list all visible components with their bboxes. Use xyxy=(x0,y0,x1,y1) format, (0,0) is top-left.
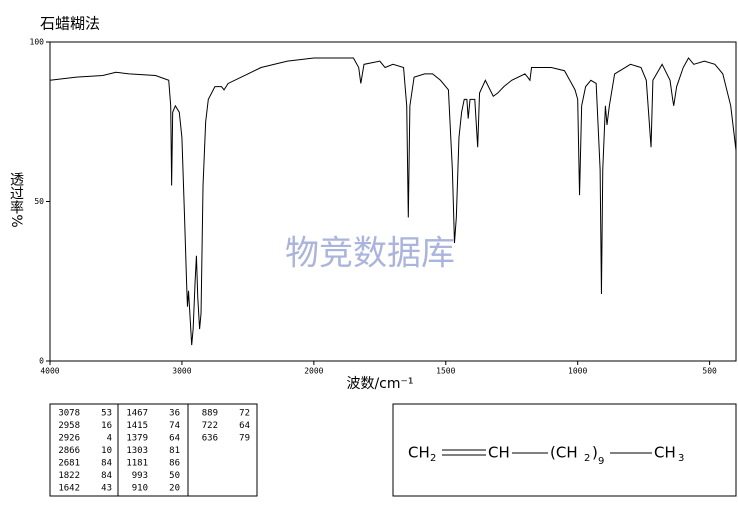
peak-transmittance: 43 xyxy=(101,484,112,494)
peak-transmittance: 50 xyxy=(169,471,180,481)
peak-wavenumber: 1181 xyxy=(126,459,148,469)
formula-part: CH xyxy=(408,444,430,462)
formula-part: 2 xyxy=(430,453,436,464)
peak-wavenumber: 636 xyxy=(202,434,218,444)
peak-wavenumber: 1415 xyxy=(126,421,148,431)
formula-part: 9 xyxy=(598,456,604,467)
formula-part: ) xyxy=(592,444,598,462)
peak-transmittance: 10 xyxy=(101,446,112,456)
x-tick-label: 500 xyxy=(702,367,717,376)
peak-transmittance: 86 xyxy=(169,459,180,469)
y-tick-label: 0 xyxy=(39,357,44,366)
watermark: 物竞数据库 xyxy=(285,234,455,274)
peak-wavenumber: 722 xyxy=(202,421,218,431)
formula-part: 3 xyxy=(678,453,684,464)
formula-part: 2 xyxy=(584,453,590,464)
x-tick-label: 1500 xyxy=(436,367,455,376)
peak-wavenumber: 1822 xyxy=(58,471,80,481)
formula-part: CH xyxy=(488,444,510,462)
peak-transmittance: 53 xyxy=(101,409,112,419)
peak-transmittance: 79 xyxy=(239,434,250,444)
peak-transmittance: 4 xyxy=(107,434,112,444)
peak-wavenumber: 910 xyxy=(132,484,148,494)
peak-wavenumber: 2926 xyxy=(58,434,80,444)
peak-transmittance: 72 xyxy=(239,409,250,419)
peak-wavenumber: 3078 xyxy=(58,409,80,419)
x-tick-label: 2000 xyxy=(304,367,323,376)
chart-title: 石蜡糊法 xyxy=(40,15,100,33)
formula-box xyxy=(392,403,737,497)
peak-wavenumber: 2958 xyxy=(58,421,80,431)
peak-transmittance: 20 xyxy=(169,484,180,494)
x-tick-label: 1000 xyxy=(568,367,587,376)
peak-table-box xyxy=(49,403,258,497)
peak-transmittance: 64 xyxy=(239,421,250,431)
y-axis-label: 透过率% xyxy=(8,172,24,227)
formula-part: (CH xyxy=(550,444,578,462)
peak-wavenumber: 889 xyxy=(202,409,218,419)
y-tick-label: 50 xyxy=(34,197,44,206)
x-axis-label: 波数/cm⁻¹ xyxy=(346,376,413,392)
x-tick-label: 3000 xyxy=(172,367,191,376)
x-tick-label: 4000 xyxy=(40,367,59,376)
peak-transmittance: 84 xyxy=(101,471,112,481)
peak-transmittance: 64 xyxy=(169,434,180,444)
peak-wavenumber: 2681 xyxy=(58,459,80,469)
y-tick-label: 100 xyxy=(30,38,45,47)
peak-transmittance: 74 xyxy=(169,421,180,431)
peak-wavenumber: 1379 xyxy=(126,434,148,444)
plot-frame xyxy=(49,41,737,362)
formula-part: CH xyxy=(654,444,676,462)
spectrum-line xyxy=(49,57,737,346)
peak-wavenumber: 1303 xyxy=(126,446,148,456)
peak-transmittance: 84 xyxy=(101,459,112,469)
peak-wavenumber: 993 xyxy=(132,471,148,481)
formula: CH 2 CH (CH 2 ) 9 CH 3 xyxy=(408,444,684,468)
peak-wavenumber: 1642 xyxy=(58,484,80,494)
peak-wavenumber: 2866 xyxy=(58,446,80,456)
peak-transmittance: 81 xyxy=(169,446,180,456)
peak-transmittance: 16 xyxy=(101,421,112,431)
peak-transmittance: 36 xyxy=(169,409,180,419)
peak-wavenumber: 1467 xyxy=(126,409,148,419)
